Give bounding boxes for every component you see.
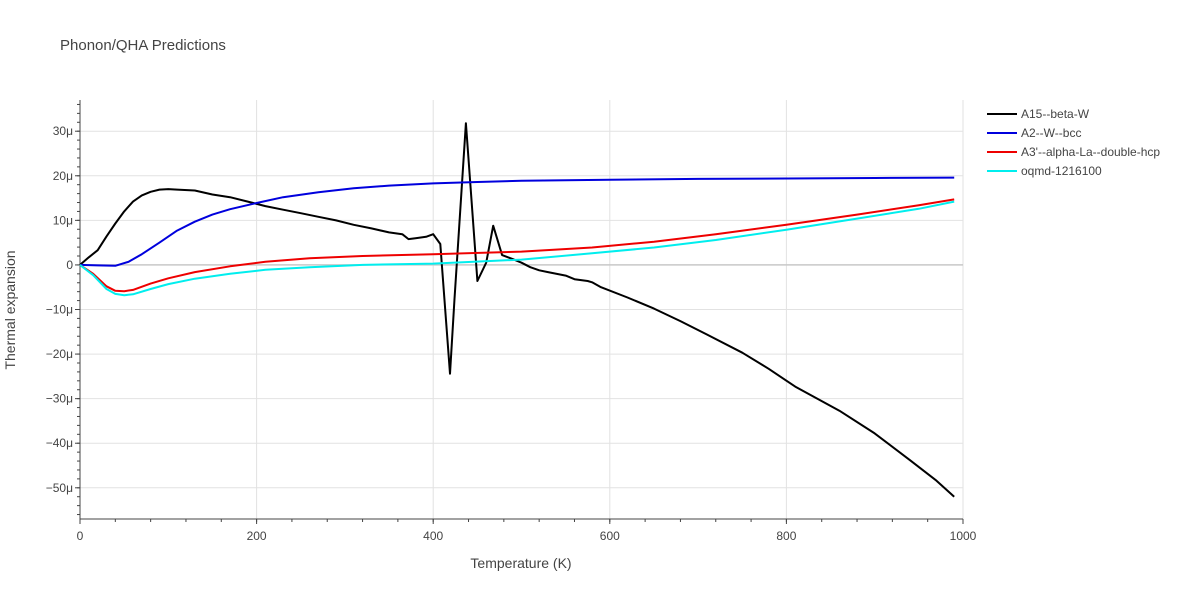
x-tick-label: 800 [776, 529, 796, 543]
y-tick-label: −50μ [46, 481, 73, 495]
grid-lines [80, 100, 964, 519]
y-tick-label: 30μ [53, 124, 73, 138]
x-tick-label: 400 [423, 529, 443, 543]
y-axis-title: Thermal expansion [2, 250, 18, 369]
chart-title: Phonon/QHA Predictions [60, 37, 226, 54]
series-line-1[interactable] [79, 176, 955, 267]
legend-item[interactable]: A3'--alpha-La--double-hcp [987, 145, 1160, 159]
legend-item[interactable]: oqmd-1216100 [987, 164, 1102, 178]
legend-item[interactable]: A2--W--bcc [987, 126, 1081, 140]
series-line-3[interactable] [79, 200, 955, 297]
legend-label: A3'--alpha-La--double-hcp [1021, 145, 1160, 159]
plot-area[interactable] [79, 122, 955, 498]
x-tick-label: 200 [247, 529, 267, 543]
x-tick-label: 1000 [950, 529, 977, 543]
y-tick-label: −10μ [46, 303, 73, 317]
legend[interactable]: A15--beta-W A2--W--bcc A3'--alpha-La--doub… [987, 107, 1160, 178]
y-tick-label: −40μ [46, 436, 73, 450]
legend-item[interactable]: A15--beta-W [987, 107, 1090, 121]
y-tick-label: 0 [66, 258, 73, 272]
series-line-0[interactable] [79, 122, 955, 498]
y-tick-label: 10μ [53, 213, 73, 227]
x-tick-label: 0 [77, 529, 84, 543]
legend-label: A15--beta-W [1021, 107, 1090, 121]
x-axis-title: Temperature (K) [470, 555, 571, 571]
legend-label: A2--W--bcc [1021, 126, 1081, 140]
y-tick-label: −30μ [46, 392, 73, 406]
legend-label: oqmd-1216100 [1021, 164, 1102, 178]
axes [75, 100, 964, 524]
y-tick-label: 20μ [53, 169, 73, 183]
series-line-2[interactable] [79, 198, 955, 293]
tick-labels: 0 200 400 600 800 1000 −50μ −40μ −30μ −20μ −10μ 0 10… [46, 124, 977, 543]
x-tick-label: 600 [600, 529, 620, 543]
y-tick-label: −20μ [46, 347, 73, 361]
